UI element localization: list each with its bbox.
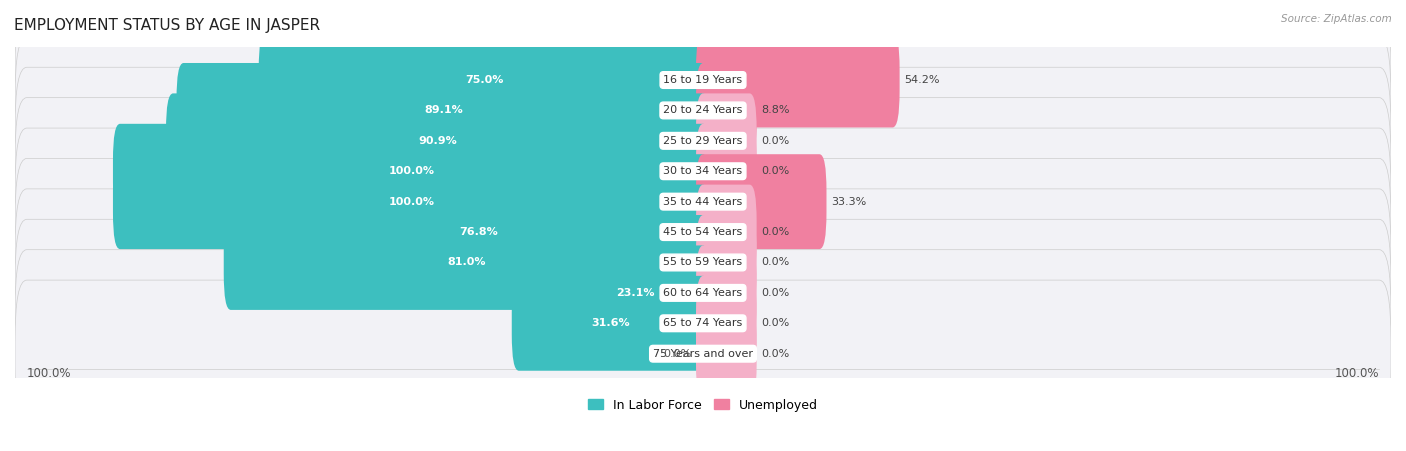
Text: 100.0%: 100.0% [388, 166, 434, 176]
Text: 8.8%: 8.8% [761, 106, 790, 115]
FancyBboxPatch shape [15, 128, 1391, 275]
FancyBboxPatch shape [15, 189, 1391, 336]
FancyBboxPatch shape [696, 215, 756, 310]
FancyBboxPatch shape [112, 154, 710, 249]
FancyBboxPatch shape [112, 124, 710, 219]
FancyBboxPatch shape [696, 63, 756, 158]
Text: 0.0%: 0.0% [761, 166, 790, 176]
Text: 31.6%: 31.6% [592, 318, 630, 328]
Text: 0.0%: 0.0% [761, 227, 790, 237]
FancyBboxPatch shape [696, 154, 827, 249]
Text: 25 to 29 Years: 25 to 29 Years [664, 136, 742, 146]
FancyBboxPatch shape [696, 184, 756, 280]
FancyBboxPatch shape [15, 37, 1391, 184]
FancyBboxPatch shape [15, 98, 1391, 245]
Text: 81.0%: 81.0% [447, 258, 486, 267]
FancyBboxPatch shape [696, 276, 756, 371]
Text: 75 Years and over: 75 Years and over [652, 349, 754, 359]
Text: 65 to 74 Years: 65 to 74 Years [664, 318, 742, 328]
Text: 100.0%: 100.0% [1334, 367, 1379, 380]
Text: 0.0%: 0.0% [761, 318, 790, 328]
FancyBboxPatch shape [696, 124, 756, 219]
Text: 30 to 34 Years: 30 to 34 Years [664, 166, 742, 176]
Text: 0.0%: 0.0% [761, 258, 790, 267]
Text: 35 to 44 Years: 35 to 44 Years [664, 197, 742, 207]
FancyBboxPatch shape [512, 276, 710, 371]
FancyBboxPatch shape [15, 67, 1391, 214]
FancyBboxPatch shape [696, 32, 900, 128]
Text: 33.3%: 33.3% [831, 197, 866, 207]
Text: 23.1%: 23.1% [616, 288, 655, 298]
FancyBboxPatch shape [166, 93, 710, 188]
FancyBboxPatch shape [696, 306, 756, 401]
FancyBboxPatch shape [15, 219, 1391, 367]
FancyBboxPatch shape [561, 245, 710, 341]
Text: 76.8%: 76.8% [460, 227, 499, 237]
FancyBboxPatch shape [259, 32, 710, 128]
Text: 100.0%: 100.0% [27, 367, 72, 380]
FancyBboxPatch shape [15, 250, 1391, 397]
FancyBboxPatch shape [15, 280, 1391, 427]
Text: 20 to 24 Years: 20 to 24 Years [664, 106, 742, 115]
FancyBboxPatch shape [177, 63, 710, 158]
Text: 0.0%: 0.0% [761, 288, 790, 298]
FancyBboxPatch shape [249, 184, 710, 280]
Text: 100.0%: 100.0% [388, 197, 434, 207]
FancyBboxPatch shape [15, 158, 1391, 306]
Text: EMPLOYMENT STATUS BY AGE IN JASPER: EMPLOYMENT STATUS BY AGE IN JASPER [14, 18, 321, 33]
Text: 90.9%: 90.9% [419, 136, 457, 146]
FancyBboxPatch shape [696, 93, 756, 188]
Text: 0.0%: 0.0% [761, 136, 790, 146]
Text: 0.0%: 0.0% [761, 349, 790, 359]
Text: 54.2%: 54.2% [904, 75, 939, 85]
Text: 45 to 54 Years: 45 to 54 Years [664, 227, 742, 237]
Legend: In Labor Force, Unemployed: In Labor Force, Unemployed [588, 399, 818, 412]
Text: 75.0%: 75.0% [465, 75, 503, 85]
Text: 16 to 19 Years: 16 to 19 Years [664, 75, 742, 85]
FancyBboxPatch shape [224, 215, 710, 310]
Text: 60 to 64 Years: 60 to 64 Years [664, 288, 742, 298]
Text: 55 to 59 Years: 55 to 59 Years [664, 258, 742, 267]
Text: 0.0%: 0.0% [664, 349, 692, 359]
FancyBboxPatch shape [15, 6, 1391, 154]
Text: 89.1%: 89.1% [423, 106, 463, 115]
Text: Source: ZipAtlas.com: Source: ZipAtlas.com [1281, 14, 1392, 23]
FancyBboxPatch shape [696, 245, 756, 341]
